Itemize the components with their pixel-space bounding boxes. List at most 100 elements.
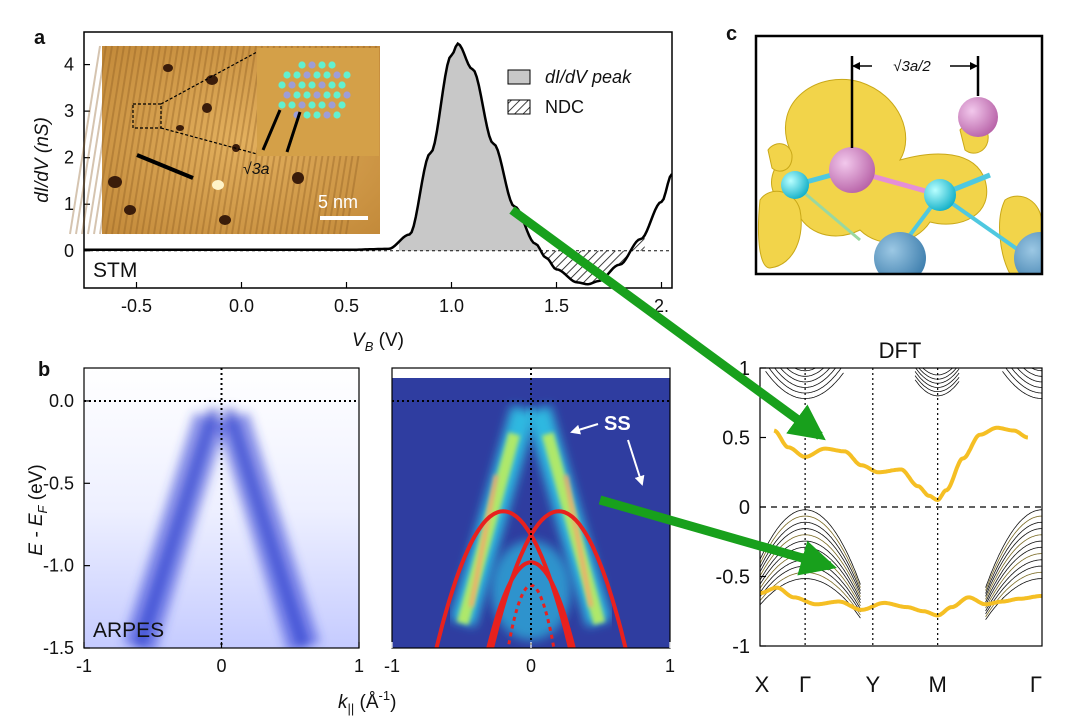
arpes-2d-band-core bbox=[468, 474, 499, 608]
stm-xlabel-unit: (V) bbox=[373, 330, 404, 351]
arpes-xlabel-main: k bbox=[338, 692, 349, 713]
atom-dot bbox=[303, 91, 311, 99]
atom-dot bbox=[298, 101, 306, 109]
atom-dot bbox=[333, 71, 341, 79]
kpoint-label: M bbox=[928, 672, 946, 697]
atom-dot bbox=[283, 71, 291, 79]
atom-dot bbox=[293, 91, 301, 99]
stm-xlabel-main: V bbox=[352, 330, 367, 351]
atom-dot bbox=[288, 81, 296, 89]
atom-dot bbox=[323, 71, 331, 79]
stm-xtick-label: 1.0 bbox=[439, 296, 464, 316]
arpes-2d-xtick-label: 0 bbox=[526, 656, 536, 676]
legend-label-ndc: NDC bbox=[545, 97, 584, 117]
stm-xtick-label: 1.5 bbox=[544, 296, 569, 316]
surface-defects bbox=[108, 64, 304, 225]
atom-dot bbox=[293, 71, 301, 79]
atom-dot bbox=[328, 61, 336, 69]
kpoint-label: Y bbox=[865, 672, 880, 697]
topograph-stripe bbox=[123, 45, 155, 235]
surface-band bbox=[773, 425, 1029, 503]
topograph-stripe bbox=[75, 45, 107, 235]
arpes-annotation: ARPES bbox=[93, 619, 164, 642]
topograph-stripe bbox=[135, 45, 167, 235]
topograph-stripe bbox=[213, 45, 245, 235]
arpes-2d-band-core bbox=[563, 474, 594, 608]
dft-ytick-label: -0.5 bbox=[716, 567, 750, 589]
atom-dot bbox=[343, 91, 351, 99]
topograph-stripe bbox=[219, 45, 251, 235]
stm-inset: √3a 5 nm bbox=[69, 45, 380, 235]
topograph-stripe bbox=[99, 45, 131, 235]
arpes-xlabel-tail: ) bbox=[390, 692, 396, 713]
arpes-ylabel: E - EF (eV) bbox=[26, 464, 50, 555]
bulk-conduction-band bbox=[914, 371, 960, 388]
ss-arrow-2 bbox=[627, 439, 645, 486]
arpes-xtick-label: 0 bbox=[216, 656, 226, 676]
structure-image: √3a/2 bbox=[756, 36, 1042, 274]
legend-swatch-ndc bbox=[507, 99, 531, 115]
stm-annotation: STM bbox=[93, 259, 137, 282]
topograph-stripe bbox=[69, 45, 101, 235]
dft-frame bbox=[759, 367, 1043, 647]
arpes-xtick-label: 1 bbox=[354, 656, 364, 676]
atom-dot bbox=[313, 111, 321, 119]
atom-dot bbox=[343, 71, 351, 79]
atom-dot bbox=[338, 101, 346, 109]
bulk-conduction-band bbox=[914, 379, 960, 397]
topograph-stripe bbox=[81, 45, 113, 235]
ss-label: SS bbox=[604, 413, 631, 435]
kpoint-label: Γ bbox=[799, 672, 811, 697]
arpes-xlabel: k|| (Å-1) bbox=[338, 688, 396, 716]
scale-label: 5 nm bbox=[318, 192, 358, 212]
atom-dot bbox=[288, 101, 296, 109]
atom-dot bbox=[328, 101, 336, 109]
arpes-ytick-label: -0.5 bbox=[43, 473, 74, 493]
arpes-2d-band bbox=[541, 432, 606, 625]
bulk-conduction-band bbox=[914, 375, 960, 392]
atom-dot bbox=[338, 81, 346, 89]
arpes-2d-xtick-label: 1 bbox=[665, 656, 675, 676]
arpes-xlabel-unit: (Å bbox=[354, 692, 379, 713]
cyan-atom bbox=[781, 171, 809, 199]
cyan-atom bbox=[924, 179, 956, 211]
panel-label-b: b bbox=[38, 359, 50, 381]
arpes-2d-inner-glow bbox=[491, 540, 571, 641]
bulk-conduction-band bbox=[794, 368, 817, 372]
atom-dot bbox=[333, 91, 341, 99]
bulk-conduction-band bbox=[786, 368, 825, 377]
stm-ylabel: dI/dV (nS) bbox=[32, 117, 53, 203]
arpes-xlabel-sup: -1 bbox=[379, 688, 391, 703]
legend-label-peak: dI/dV peak bbox=[545, 67, 632, 87]
atom-dot bbox=[308, 61, 316, 69]
atom-dot bbox=[298, 61, 306, 69]
kpoint-label: Γ bbox=[1030, 672, 1042, 697]
panel-label-a: a bbox=[34, 27, 46, 49]
bulk-conduction-band bbox=[1003, 313, 1080, 359]
arpes-ytick-label: -1.5 bbox=[43, 638, 74, 658]
topograph-stripe bbox=[207, 45, 239, 235]
arrow-stm-to-dft bbox=[509, 206, 826, 441]
arpes-band-core bbox=[222, 407, 310, 648]
atom-dot bbox=[333, 111, 341, 119]
stm-plot: -0.5 0.0 0.5 1.0 1.5 2. 0 1 2 3 4 bbox=[64, 31, 673, 316]
dIdV-curve bbox=[84, 41, 672, 286]
topograph-stripe bbox=[105, 45, 137, 235]
dft-ytick-label: -1 bbox=[732, 636, 750, 658]
bulk-conduction-band bbox=[1002, 371, 1042, 399]
arpes-ylabel-unit: (eV) bbox=[26, 464, 47, 505]
kpoint-label: X bbox=[755, 672, 770, 697]
arpes-ytick-label: 0.0 bbox=[49, 391, 74, 411]
arpes-2d-band bbox=[456, 432, 521, 625]
dft-ytick-label: 1 bbox=[739, 358, 750, 380]
bulk-conduction-band bbox=[766, 313, 844, 359]
stm-ytick-label: 0 bbox=[64, 241, 74, 261]
zoom-line-bottom bbox=[160, 127, 258, 155]
bulk-conduction-band bbox=[774, 368, 837, 388]
arpes-band-core bbox=[133, 407, 221, 648]
bulk-conduction-band bbox=[766, 322, 844, 366]
lattice-label: √3a bbox=[243, 161, 270, 178]
substrate-atom bbox=[1014, 232, 1042, 274]
lattice-marker-right bbox=[285, 111, 302, 153]
pink-atom bbox=[829, 147, 875, 193]
